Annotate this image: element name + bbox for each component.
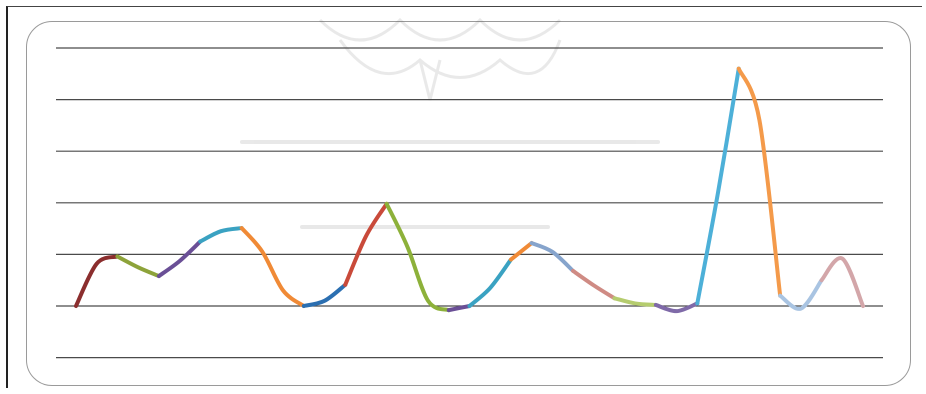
series-line-18	[778, 278, 824, 311]
chart-panel	[26, 21, 911, 386]
series-line-8	[384, 201, 451, 313]
gridlines	[56, 47, 883, 359]
series-line-7	[343, 201, 389, 287]
series-line-19	[819, 256, 865, 308]
series-line-13	[571, 268, 617, 301]
series-line-15	[653, 301, 700, 314]
series-line-10	[467, 257, 513, 308]
series-line-4	[198, 226, 244, 244]
series-line-2	[115, 254, 161, 279]
series-line-1	[74, 254, 120, 308]
series-line-6	[301, 282, 348, 308]
series-group	[74, 66, 865, 314]
series-line-9	[446, 304, 472, 313]
series-line-12	[529, 241, 576, 273]
series-line-3	[156, 239, 203, 279]
chart-frame	[6, 6, 922, 388]
series-line-5	[239, 226, 306, 308]
series-line-11	[508, 241, 534, 262]
series-line-14	[612, 296, 658, 307]
series-line-17	[736, 66, 783, 298]
series-line-16	[695, 66, 741, 306]
